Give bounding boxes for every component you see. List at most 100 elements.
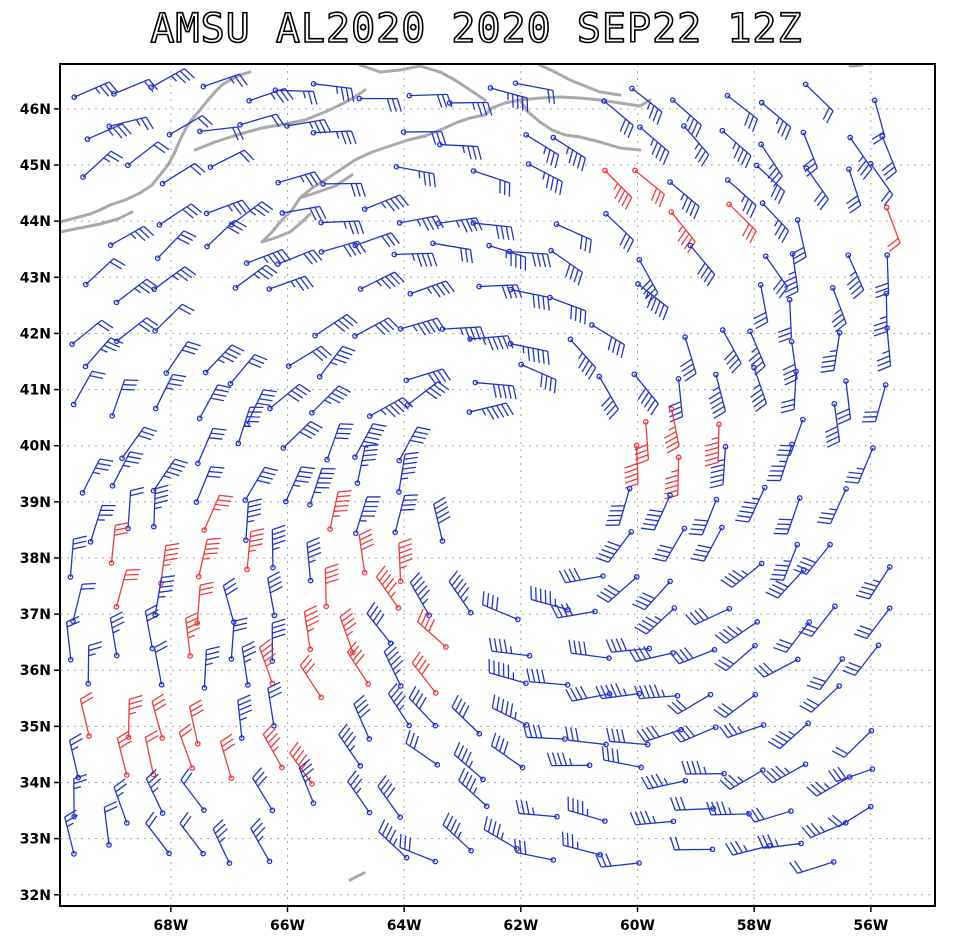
station-circle	[267, 405, 273, 412]
barb-flag	[684, 647, 694, 659]
wind-barb	[681, 760, 727, 777]
barb-flag	[376, 565, 386, 578]
wind-barb	[405, 730, 441, 768]
barb-half-flag	[112, 629, 120, 634]
wind-barb	[241, 640, 257, 688]
wind-barb	[446, 100, 493, 116]
barb-flag	[404, 494, 419, 497]
barb-flag	[818, 516, 833, 520]
barb-staff	[115, 569, 128, 607]
barb-half-flag	[481, 408, 487, 416]
barb-flag	[263, 389, 277, 393]
barb-flag	[364, 448, 378, 452]
barb-flag	[412, 689, 420, 703]
station-circle	[602, 167, 608, 174]
barb-flag	[634, 811, 642, 825]
wind-barb	[824, 400, 841, 448]
barb-flag	[568, 639, 572, 654]
wind-barb	[396, 426, 431, 464]
wind-barb	[406, 92, 453, 108]
barb-flag	[393, 401, 405, 413]
barb-half-flag	[646, 102, 651, 110]
barb-staff	[868, 566, 891, 600]
station-circle	[316, 373, 323, 380]
barb-staff	[529, 681, 568, 686]
barb-flag	[390, 198, 400, 210]
wind-barb	[595, 528, 635, 563]
barb-flag	[644, 518, 659, 522]
barb-flag	[624, 462, 638, 469]
barb-flag	[578, 640, 582, 655]
station-circle	[154, 255, 161, 262]
lat-tick-label: 36N	[20, 663, 51, 679]
barb-flag	[755, 402, 767, 413]
station-circle	[601, 98, 607, 104]
barb-flag	[550, 176, 555, 191]
barb-staff	[251, 777, 273, 811]
barb-flag	[205, 655, 220, 661]
barb-flag	[325, 578, 339, 584]
barb-flag	[238, 73, 248, 86]
station-circle	[189, 765, 196, 771]
barb-flag	[360, 183, 366, 197]
barb-flag	[66, 615, 80, 623]
station-circle	[753, 162, 760, 169]
barb-flag	[338, 385, 352, 393]
wind-barb	[116, 730, 132, 778]
barb-flag	[352, 778, 363, 790]
barb-flag	[728, 774, 740, 785]
wind-barb	[635, 281, 669, 321]
barb-flag	[522, 723, 528, 738]
barb-half-flag	[468, 760, 474, 768]
barb-flag	[416, 253, 423, 267]
barb-flag	[679, 796, 686, 810]
barb-half-flag	[71, 746, 79, 751]
barb-flag	[374, 324, 386, 336]
barb-half-flag	[743, 844, 748, 852]
barb-flag	[697, 262, 706, 275]
barb-half-flag	[380, 409, 387, 416]
barb-flag	[820, 512, 835, 516]
barb-flag	[680, 358, 693, 368]
barb-flag	[575, 727, 579, 742]
barb-flag	[605, 639, 613, 653]
barb-half-flag	[522, 346, 525, 354]
barb-staff	[603, 759, 642, 769]
wind-barb	[663, 406, 680, 454]
barb-staff	[145, 822, 170, 854]
barb-half-flag	[100, 348, 108, 353]
barb-flag	[813, 190, 824, 203]
barb-staff	[591, 324, 625, 346]
barb-flag	[647, 399, 656, 412]
barb-flag	[737, 514, 751, 519]
barb-flag	[88, 646, 102, 652]
barb-flag	[247, 503, 262, 508]
barb-flag	[387, 682, 398, 695]
barb-flag	[636, 730, 646, 742]
station-circle	[403, 377, 410, 384]
wind-barb	[320, 181, 366, 197]
barb-flag	[650, 403, 659, 416]
wind-barb	[109, 451, 144, 489]
station-circle	[312, 332, 318, 339]
barb-staff	[777, 569, 805, 599]
barb-staff	[313, 130, 352, 134]
wind-barb	[79, 458, 114, 496]
barb-staff	[786, 497, 801, 535]
barb-flag	[827, 817, 839, 828]
barb-half-flag	[775, 117, 780, 125]
barb-flag	[641, 728, 651, 741]
barb-flag	[545, 174, 550, 189]
barb-flag	[314, 171, 323, 184]
barb-flag	[782, 363, 796, 371]
wind-barb	[411, 651, 439, 696]
barb-flag	[128, 704, 143, 710]
barb-flag	[619, 232, 627, 246]
barb-half-flag	[324, 399, 332, 405]
wind-barb	[829, 285, 847, 333]
wind-barb	[299, 654, 324, 701]
barb-flag	[836, 408, 850, 415]
barb-flag	[658, 194, 665, 208]
barb-flag	[183, 230, 197, 238]
barb-flag	[784, 126, 792, 140]
